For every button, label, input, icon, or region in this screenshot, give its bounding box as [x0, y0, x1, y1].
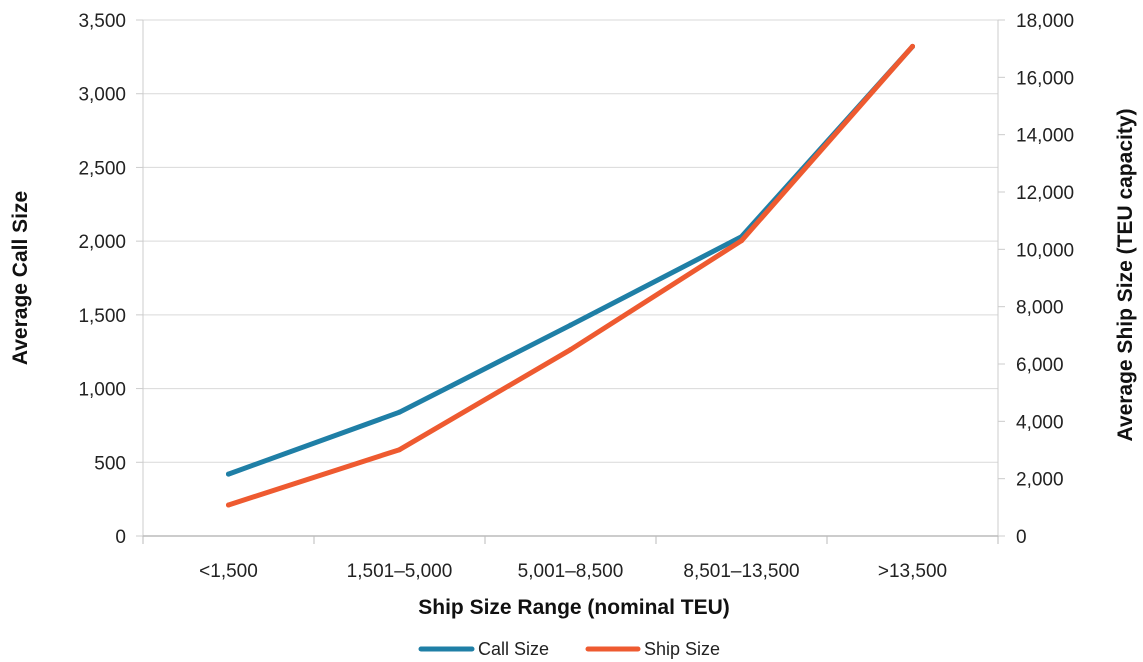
right-tick-label: 4,000	[1016, 412, 1064, 433]
data-point-ship-size	[397, 447, 402, 453]
legend-label-ship-size: Ship Size	[644, 639, 720, 659]
legend-label-call-size: Call Size	[478, 639, 549, 659]
legend-item-call-size: Call Size	[418, 639, 549, 659]
right-tick-label: 16,000	[1016, 68, 1074, 89]
x-tick-label: 1,501–5,000	[347, 561, 453, 582]
data-point-call-size	[397, 409, 402, 415]
right-tick-labels: 0 2,000 4,000 6,000 8,000 10,000 12,000 14,000 1…	[998, 11, 1074, 548]
y-axis-title: Average Call Size	[9, 191, 32, 365]
left-tick-label: 500	[94, 453, 126, 474]
left-tick-label: 3,000	[78, 85, 126, 106]
x-tick-label: >13,500	[878, 561, 947, 582]
left-tick-label: 1,000	[78, 380, 126, 401]
data-point-call-size	[226, 471, 231, 477]
right-tick-label: 18,000	[1016, 11, 1074, 32]
data-point-ship-size	[226, 502, 231, 508]
left-tick-label: 2,000	[78, 232, 126, 253]
left-tick-label: 2,500	[78, 158, 126, 179]
legend-item-ship-size: Ship Size	[585, 639, 720, 659]
legend: Call Size Ship Size	[418, 639, 720, 659]
right-tick-label: 6,000	[1016, 355, 1064, 376]
x-axis-title: Ship Size Range (nominal TEU)	[418, 596, 730, 619]
data-point-call-size	[568, 322, 573, 328]
left-tick-label: 0	[115, 527, 126, 548]
right-tick-label: 2,000	[1016, 470, 1064, 491]
left-tick-labels: 0 500 1,000 1,500 2,000 2,500 3,000 3,500	[78, 11, 143, 548]
gridlines	[143, 19, 998, 463]
data-point-ship-size	[739, 238, 744, 244]
x-tick-label: 5,001–8,500	[518, 561, 624, 582]
y2-axis-title: Average Ship Size (TEU capacity)	[1114, 109, 1137, 442]
data-point-ship-size	[568, 347, 573, 353]
left-tick-label: 1,500	[78, 306, 126, 327]
right-tick-label: 14,000	[1016, 126, 1074, 147]
series-line-call-size	[226, 44, 915, 477]
right-tick-label: 12,000	[1016, 183, 1074, 204]
left-tick-label: 3,500	[78, 11, 126, 32]
right-tick-label: 10,000	[1016, 240, 1074, 261]
data-point-ship-size	[910, 43, 915, 49]
x-tick-label: 8,501–13,500	[683, 561, 799, 582]
x-tick-label: <1,500	[199, 561, 258, 582]
right-tick-label: 8,000	[1016, 298, 1064, 319]
axes	[142, 20, 999, 537]
right-tick-label: 0	[1016, 527, 1027, 548]
x-tick-labels: <1,500 1,501–5,000 5,001–8,500 8,501–13,500…	[142, 536, 999, 582]
series-lines	[226, 43, 915, 508]
